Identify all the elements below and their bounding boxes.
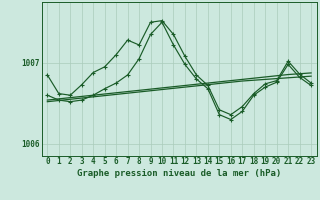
X-axis label: Graphe pression niveau de la mer (hPa): Graphe pression niveau de la mer (hPa) [77, 169, 281, 178]
